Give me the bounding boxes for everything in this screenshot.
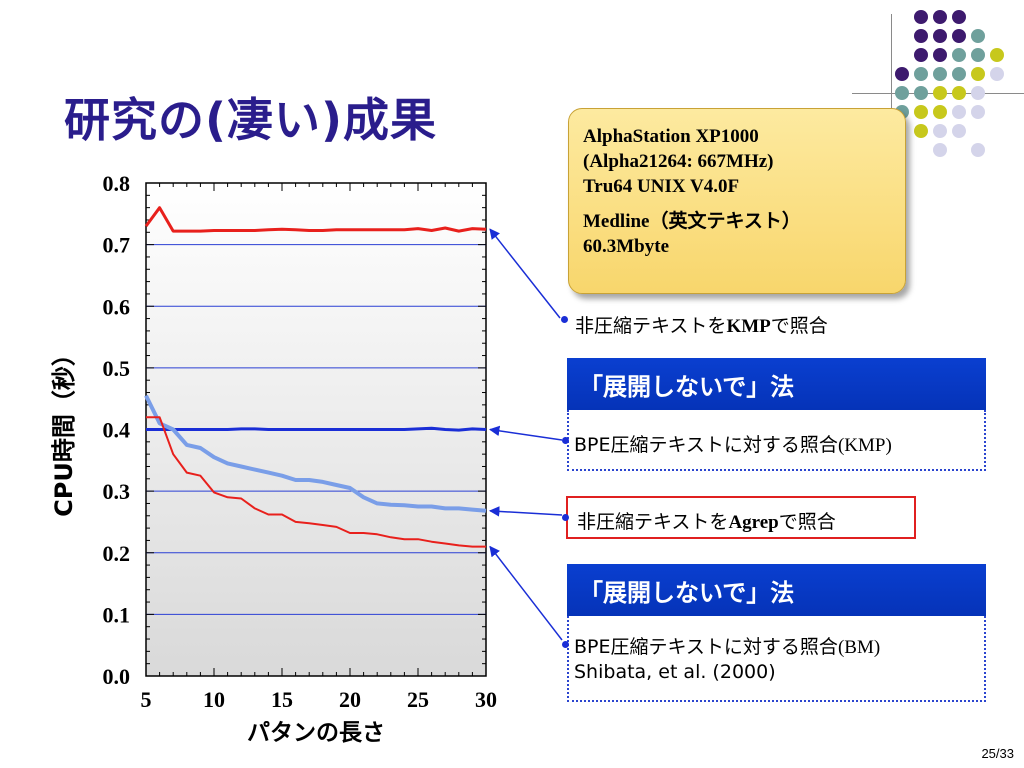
decorative-dot bbox=[990, 48, 1004, 62]
decorative-dot bbox=[952, 67, 966, 81]
spec-line-size: 60.3Mbyte bbox=[583, 236, 670, 257]
decorative-dot bbox=[914, 48, 928, 62]
connector-arrow bbox=[488, 425, 563, 441]
decorative-dot bbox=[971, 48, 985, 62]
note-agrep-algorithm: Agrep bbox=[728, 512, 779, 533]
decorative-dot bbox=[971, 67, 985, 81]
decorative-dot bbox=[933, 105, 947, 119]
note-kmp-text: 非圧縮テキストを bbox=[575, 315, 727, 337]
page-number: 25/33 bbox=[981, 746, 1014, 761]
y-tick-label: 0.7 bbox=[103, 233, 131, 258]
y-tick-label: 0.8 bbox=[103, 171, 131, 196]
section-header-no-decompress-1: 「展開しないで」法 bbox=[567, 358, 986, 410]
spec-line-os: Tru64 UNIX V4.0F bbox=[583, 176, 740, 197]
x-tick-label: 25 bbox=[407, 687, 429, 712]
y-tick-label: 0.4 bbox=[103, 418, 131, 443]
section-box-bpe-kmp: BPE圧縮テキストに対する照合(KMP) bbox=[562, 410, 986, 471]
series-line-1 bbox=[144, 206, 487, 233]
decorative-dot bbox=[895, 67, 909, 81]
note-kmp-algorithm: KMP bbox=[726, 316, 771, 337]
spec-line-cpu: (Alpha21264: 667MHz) bbox=[583, 151, 774, 172]
note-agrep-box: 非圧縮テキストをAgrepで照合 bbox=[562, 496, 916, 539]
section-header-no-decompress-2: 「展開しないで」法 bbox=[567, 564, 986, 616]
decorative-dot bbox=[990, 67, 1004, 81]
decorative-dot bbox=[914, 67, 928, 81]
spec-line-machine: AlphaStation XP1000 bbox=[583, 126, 759, 147]
x-tick-label: 5 bbox=[141, 687, 152, 712]
bullet-dot bbox=[562, 641, 569, 648]
decorative-dot bbox=[952, 29, 966, 43]
machine-spec-box: AlphaStation XP1000 (Alpha21264: 667MHz)… bbox=[568, 108, 906, 294]
decorative-dot bbox=[914, 105, 928, 119]
decorative-dot bbox=[933, 124, 947, 138]
note-agrep-suffix: で照合 bbox=[778, 511, 836, 533]
bullet-dot bbox=[561, 316, 568, 323]
note-kmp-uncompressed: 非圧縮テキストをKMPで照合 bbox=[575, 311, 828, 338]
y-tick-label: 0.1 bbox=[103, 602, 131, 627]
decorative-dot bbox=[971, 86, 985, 100]
series-line-2 bbox=[146, 426, 487, 432]
connector-arrow bbox=[488, 506, 563, 517]
note-bpe-bm-paren: (BM) bbox=[837, 637, 881, 658]
note-bpe-kmp-paren: (KMP) bbox=[837, 435, 892, 456]
decorative-dot bbox=[914, 124, 928, 138]
spec-line-dataset: Medline（英文テキスト） bbox=[583, 211, 801, 232]
decorative-dot bbox=[933, 10, 947, 24]
decorative-dot bbox=[933, 143, 947, 157]
x-tick-label: 15 bbox=[271, 687, 293, 712]
decorative-dot bbox=[952, 105, 966, 119]
decorative-dot bbox=[933, 29, 947, 43]
decorative-dot bbox=[914, 86, 928, 100]
series-line-3 bbox=[144, 394, 487, 513]
decorative-dot bbox=[933, 48, 947, 62]
note-kmp-suffix: で照合 bbox=[770, 315, 828, 337]
note-agrep: 非圧縮テキストをAgrepで照合 bbox=[577, 507, 836, 534]
decorative-dot bbox=[914, 29, 928, 43]
note-bpe-kmp: BPE圧縮テキストに対する照合(KMP) bbox=[574, 430, 892, 457]
decorative-dot bbox=[971, 105, 985, 119]
note-bpe-bm: BPE圧縮テキストに対する照合(BM) bbox=[574, 632, 880, 659]
x-axis-label: パタンの長さ bbox=[247, 720, 385, 746]
decorative-dot bbox=[971, 29, 985, 43]
y-axis-label: CPU時間（秒） bbox=[50, 342, 78, 517]
connector-arrow bbox=[489, 228, 561, 319]
decorative-dot bbox=[971, 143, 985, 157]
slide-title: 研究の(凄い)成果 bbox=[64, 93, 438, 147]
decorative-dot bbox=[933, 67, 947, 81]
connector-arrow bbox=[489, 545, 563, 641]
x-tick-label: 30 bbox=[475, 687, 497, 712]
y-tick-label: 0.6 bbox=[103, 294, 131, 319]
section-box-bpe-bm: BPE圧縮テキストに対する照合(BM) Shibata, et al. (200… bbox=[562, 616, 986, 702]
x-tick-label: 20 bbox=[339, 687, 361, 712]
y-tick-label: 0.0 bbox=[103, 664, 131, 689]
bullet-dot bbox=[562, 437, 569, 444]
x-tick-label: 10 bbox=[203, 687, 225, 712]
note-bpe-bm-text: BPE圧縮テキストに対する照合 bbox=[574, 636, 838, 658]
decorative-dot bbox=[914, 10, 928, 24]
note-agrep-text: 非圧縮テキストを bbox=[577, 511, 729, 533]
decorative-dot bbox=[933, 86, 947, 100]
y-tick-label: 0.5 bbox=[103, 356, 131, 381]
citation: Shibata, et al. (2000) bbox=[574, 661, 776, 683]
decorative-dot bbox=[895, 86, 909, 100]
bullet-dot bbox=[562, 514, 569, 521]
decorative-vertical-line bbox=[891, 14, 892, 132]
decorative-dot bbox=[952, 86, 966, 100]
decorative-dot bbox=[952, 10, 966, 24]
y-tick-label: 0.3 bbox=[103, 479, 131, 504]
note-bpe-kmp-text: BPE圧縮テキストに対する照合 bbox=[574, 434, 838, 456]
series-line-4 bbox=[146, 416, 486, 548]
decorative-dot bbox=[952, 48, 966, 62]
y-tick-label: 0.2 bbox=[103, 541, 131, 566]
decorative-dot bbox=[952, 124, 966, 138]
